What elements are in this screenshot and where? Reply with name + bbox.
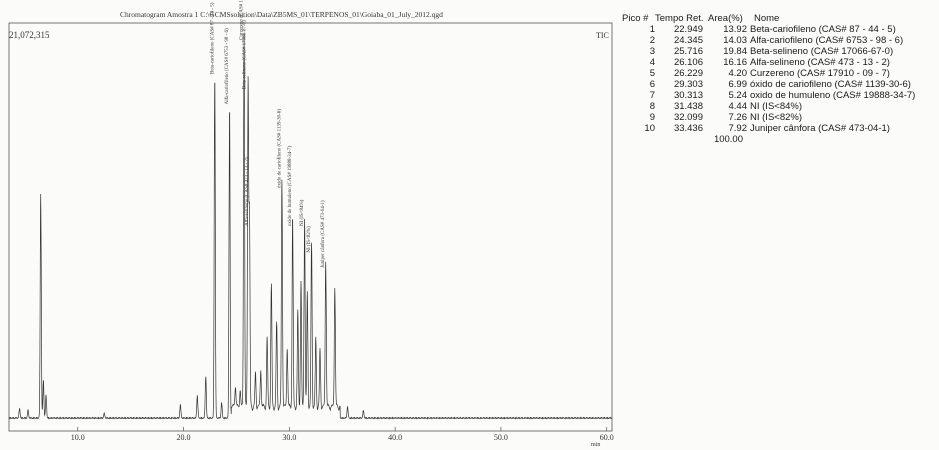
- header-pico: Pico #: [622, 13, 649, 24]
- area-total: 100.00: [713, 134, 743, 145]
- peak-annotation: óxido de cariofileno (CAS# 1139-30-6): [277, 109, 282, 188]
- table-row: 10 33.436 7.92 Juniper cânfora (CAS# 473…: [622, 123, 915, 134]
- tic-signal-line: [8, 33, 612, 420]
- row-pico: 2: [649, 35, 655, 46]
- peak-table-header: Pico # Tempo Ret. Area(%) Nome: [622, 13, 915, 24]
- peak-annotations: Beta-cariofileno (CAS# 87 - 44 - 5) Alfa-…: [210, 0, 326, 268]
- row-tempo: 30.313: [673, 90, 703, 101]
- row-tempo: 31.438: [673, 101, 703, 112]
- row-area: 16.16: [723, 57, 747, 68]
- y-max-label: 21,072,315: [9, 30, 50, 40]
- peak-annotation: oxido de humuleno (CAS# 19888-34-7): [288, 146, 293, 226]
- row-pico: 8: [649, 101, 655, 112]
- row-nome: NI (IS<82%): [750, 112, 803, 123]
- row-nome: Beta-cariofileno (CAS# 87 - 44 - 5): [750, 24, 896, 35]
- peak-annotation: Beta-cariofileno (CAS# 87 - 44 - 5): [210, 2, 215, 74]
- row-tempo: 26.229: [673, 68, 703, 79]
- row-area: 6.99: [728, 79, 748, 90]
- row-nome: Curzereno (CAS# 17910 - 09 - 7): [750, 68, 890, 79]
- table-row: 8 31.438 4.44 NI (IS<84%): [622, 101, 915, 112]
- row-nome: Alfa-cariofileno (CAS# 6753 - 98 - 6): [750, 35, 904, 46]
- table-row: 2 24.345 14.03 Alfa-cariofileno (CAS# 67…: [622, 35, 915, 46]
- row-nome: oxido de humuleno (CAS# 19888-34-7): [750, 90, 916, 101]
- row-tempo: 26.106: [673, 57, 703, 68]
- row-area: 13.92: [723, 24, 747, 35]
- table-row: 1 22.949 13.92 Beta-cariofileno (CAS# 87…: [622, 24, 915, 35]
- row-area: 5.24: [728, 90, 748, 101]
- peak-annotation: Juniper cânfora (CAS# 473-04-1): [321, 200, 326, 268]
- header-area: Area(%): [708, 13, 743, 24]
- row-pico: 6: [649, 79, 655, 90]
- row-nome: Juniper cânfora (CAS# 473-04-1): [750, 123, 890, 134]
- x-axis-ticks: 10.0 20.0 30.0 40.0 50.0 60.0: [71, 427, 614, 442]
- x-tick-label: 20.0: [177, 433, 191, 442]
- x-tick-label: 30.0: [282, 433, 296, 442]
- peak-annotation: Curzereno (CAS# 17910 - 09 - 7): [240, 0, 245, 40]
- row-area: 4.20: [728, 68, 748, 79]
- row-nome: NI (IS<84%): [750, 101, 803, 112]
- table-row: 4 26.106 16.16 Alfa-selineno (CAS# 473 -…: [622, 57, 915, 68]
- row-pico: 1: [649, 24, 655, 35]
- row-pico: 4: [649, 57, 655, 68]
- row-pico: 3: [649, 46, 655, 57]
- header-nome: Nome: [754, 13, 780, 24]
- table-row: 9 32.099 7.26 NI (IS<82%): [622, 112, 915, 123]
- chromatogram: Beta-cariofileno (CAS# 87 - 44 - 5) Alfa-…: [8, 0, 614, 448]
- row-nome: óxido de cariofileno (CAS# 1139-30-6): [750, 79, 911, 90]
- row-nome: Beta-selineno (CAS# 17066-67-0): [750, 46, 894, 57]
- x-tick-label: 40.0: [388, 433, 402, 442]
- row-tempo: 33.436: [673, 123, 703, 134]
- peak-table: Pico # Tempo Ret. Area(%) Nome 1 22.949 …: [622, 13, 915, 145]
- signal-label: TIC: [596, 31, 609, 40]
- x-tick-label: 60.0: [600, 433, 614, 442]
- peak-annotation: Alfa-cariofileno (CAS# 6753 - 98 - 6): [225, 28, 230, 104]
- row-pico: 10: [644, 123, 655, 134]
- row-area: 19.84: [723, 46, 747, 57]
- row-tempo: 25.716: [673, 46, 703, 57]
- table-total-row: 100.00: [622, 134, 915, 145]
- row-area: 7.26: [728, 112, 748, 123]
- chromatogram-plot: Beta-cariofileno (CAS# 87 - 44 - 5) Alfa-…: [8, 0, 614, 442]
- table-row: 7 30.313 5.24 oxido de humuleno (CAS# 19…: [622, 90, 916, 101]
- x-tick-label: 10.0: [71, 433, 85, 442]
- row-area: 7.92: [728, 123, 748, 134]
- row-pico: 5: [649, 68, 655, 79]
- row-tempo: 29.303: [673, 79, 703, 90]
- peak-annotation: Beta-selineno (CAS# 17066-67-0): [243, 20, 248, 89]
- peak-annotation: NI (IS<84%): [300, 199, 305, 226]
- row-area: 14.03: [723, 35, 747, 46]
- chart-title: Chromatogram Amostra 1 C:\GCMSsolution\D…: [120, 10, 443, 19]
- row-tempo: 22.949: [673, 24, 703, 35]
- row-area: 4.44: [728, 101, 748, 112]
- row-tempo: 32.099: [673, 112, 703, 123]
- row-tempo: 24.345: [673, 35, 703, 46]
- peak-annotation: NI (IS<82%): [307, 226, 312, 253]
- row-pico: 9: [649, 112, 655, 123]
- plot-frame: [8, 22, 613, 432]
- row-pico: 7: [649, 90, 655, 101]
- table-row: 6 29.303 6.99 óxido de cariofileno (CAS#…: [622, 79, 915, 90]
- table-row: 3 25.716 19.84 Beta-selineno (CAS# 17066…: [622, 46, 915, 57]
- x-axis-unit: min: [591, 442, 601, 448]
- x-tick-label: 50.0: [494, 433, 508, 442]
- row-nome: Alfa-selineno (CAS# 473 - 13 - 2): [750, 57, 890, 68]
- table-row: 5 26.229 4.20 Curzereno (CAS# 17910 - 09…: [622, 68, 915, 79]
- header-tempo: Tempo Ret.: [655, 13, 704, 24]
